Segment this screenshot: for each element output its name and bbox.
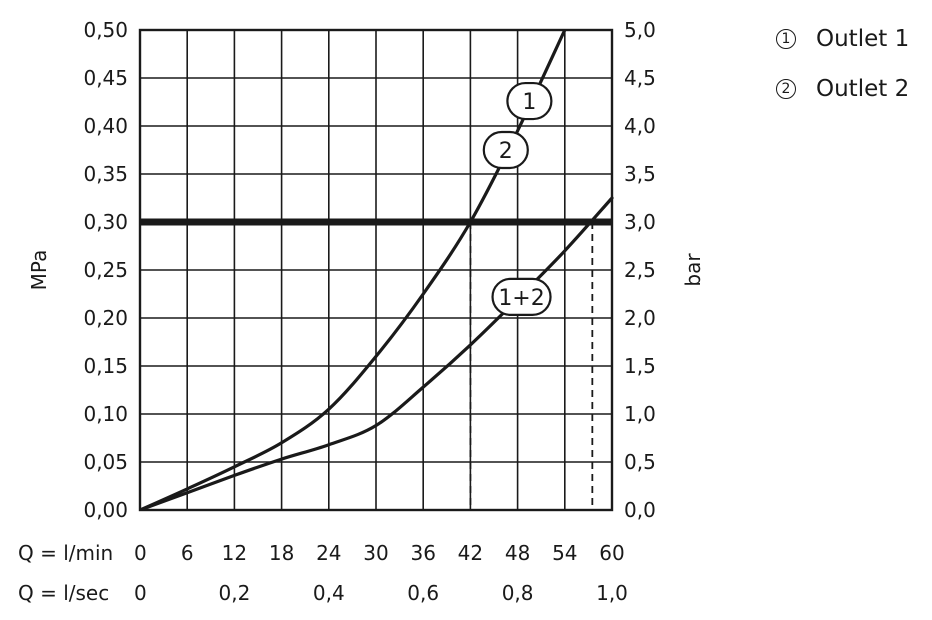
legend: 1 Outlet 1 2 Outlet 2 (776, 24, 909, 124)
y-tick-label-left: 0,05 (83, 450, 128, 474)
x-tick-label: 6 (181, 541, 194, 565)
curve-label-text: 1+2 (498, 286, 544, 311)
x-tick-label: 54 (552, 541, 577, 565)
grid (138, 28, 614, 512)
y-tick-label-left: 0,15 (83, 354, 128, 378)
x-tick-label: 0,4 (313, 581, 345, 605)
y-tick-label-right: 1,5 (624, 354, 656, 378)
curve-label-bubble (506, 81, 553, 121)
x-tick-label: 24 (316, 541, 341, 565)
y-tick-label-right: 4,0 (624, 114, 656, 138)
y-tick-label-left: 0,00 (83, 498, 128, 522)
y-tick-label-left: 0,10 (83, 402, 128, 426)
y-tick-label-right: 3,0 (624, 210, 656, 234)
curve-labels: 12 1+2 (482, 81, 553, 316)
legend-item-outlet-1: 1 Outlet 1 (776, 24, 909, 54)
y-tick-label-left: 0,45 (83, 66, 128, 90)
x-tick-label: 36 (410, 541, 435, 565)
y-tick-label-right: 0,0 (624, 498, 656, 522)
curve-label-bubble (482, 130, 529, 170)
y-tick-label-right: 5,0 (624, 18, 656, 42)
y-axis-right-title: bar (681, 253, 705, 287)
y-tick-label-left: 0,20 (83, 306, 128, 330)
curve-label-bubble (491, 277, 552, 316)
circled-number-2-icon: 2 (776, 79, 796, 99)
curve-label-1: 1 (506, 81, 553, 121)
y-tick-label-right: 0,5 (624, 450, 656, 474)
y-tick-label-left: 0,35 (83, 162, 128, 186)
y-tick-label-right: 2,5 (624, 258, 656, 282)
x-tick-label: 0 (134, 541, 147, 565)
curve-label-1-plus-2: 1+2 (491, 277, 552, 316)
y-tick-label-right: 1,0 (624, 402, 656, 426)
legend-label: Outlet 1 (816, 26, 910, 52)
x-axis-row-label: Q = l/sec (18, 581, 109, 605)
x-tick-label: 18 (269, 541, 294, 565)
x-tick-label: 1,0 (596, 581, 628, 605)
x-tick-label: 30 (363, 541, 388, 565)
plot-frame (138, 28, 614, 512)
x-tick-label: 0,8 (502, 581, 534, 605)
y-tick-label-right: 2,0 (624, 306, 656, 330)
curve-label-2: 2 (482, 130, 529, 170)
y-tick-label-left: 0,25 (83, 258, 128, 282)
y-tick-label-right: 4,5 (624, 66, 656, 90)
legend-item-outlet-2: 2 Outlet 2 (776, 74, 909, 104)
x-tick-label: 0 (134, 581, 147, 605)
x-tick-label: 48 (505, 541, 530, 565)
ticks: 0,000,050,100,150,200,250,300,350,400,45… (18, 18, 656, 605)
y-tick-label-right: 3,5 (624, 162, 656, 186)
curve-label-text: 2 (499, 139, 513, 164)
x-tick-label: 42 (458, 541, 483, 565)
x-tick-label: 12 (222, 541, 247, 565)
y-tick-label-left: 0,30 (83, 210, 128, 234)
x-tick-label: 0,6 (407, 581, 439, 605)
curve-label-text: 1 (522, 90, 536, 115)
y-tick-label-left: 0,40 (83, 114, 128, 138)
x-tick-label: 60 (599, 541, 624, 565)
circled-number-1-icon: 1 (776, 29, 796, 49)
legend-label: Outlet 2 (816, 76, 910, 102)
y-tick-label-left: 0,50 (83, 18, 128, 42)
x-axis-row-label: Q = l/min (18, 541, 113, 565)
x-tick-label: 0,2 (218, 581, 250, 605)
y-axis-left-title: MPa (27, 250, 51, 291)
